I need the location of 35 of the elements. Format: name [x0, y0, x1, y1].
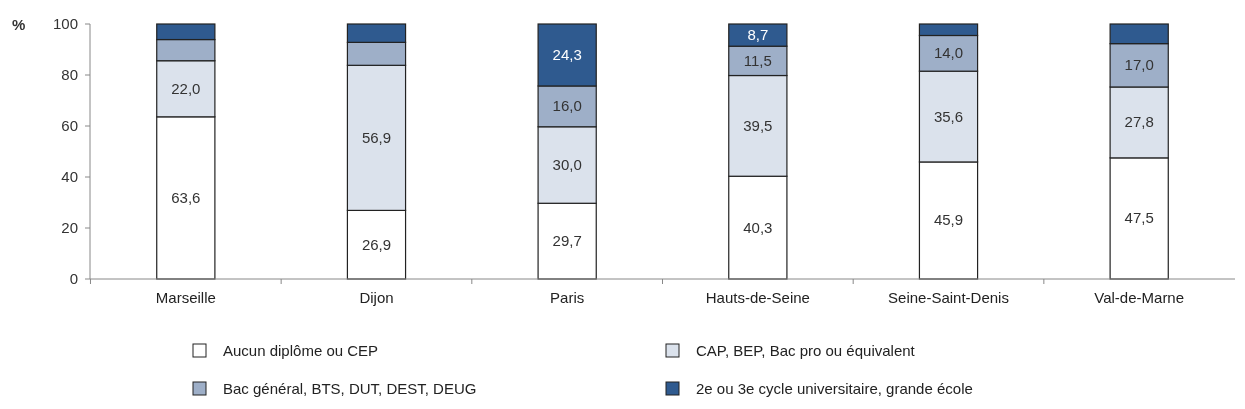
- x-tick-label: Dijon: [359, 289, 394, 306]
- legend-label: CAP, BEP, Bac pro ou équivalent: [696, 342, 916, 359]
- legend-label: Bac général, BTS, DUT, DEST, DEUG: [223, 380, 477, 397]
- data-label: 27,8: [1124, 113, 1154, 131]
- data-label: 47,5: [1124, 209, 1154, 227]
- data-label: 8,7: [747, 26, 769, 44]
- data-label: 56,9: [361, 128, 392, 146]
- y-tick-label: 100: [52, 15, 78, 32]
- data-label: 17,0: [1124, 56, 1154, 74]
- y-tick-label: 80: [61, 66, 78, 83]
- x-tick-label: Val-de-Marne: [1094, 289, 1185, 306]
- data-label: 40,3: [743, 218, 773, 236]
- y-tick-label: 40: [61, 168, 78, 185]
- data-label: 22,0: [171, 79, 201, 97]
- data-label: 16,0: [552, 97, 582, 115]
- x-tick-label: Paris: [550, 289, 585, 306]
- x-tick-label: Hauts-de-Seine: [705, 289, 810, 306]
- data-label: 14,0: [933, 44, 964, 62]
- x-tick-label: Marseille: [155, 289, 216, 306]
- data-label: 30,0: [552, 156, 582, 174]
- data-label: 26,9: [361, 235, 392, 253]
- legend-label: 2e ou 3e cycle universitaire, grande école: [696, 380, 973, 397]
- data-label: 45,9: [933, 211, 964, 229]
- y-axis-title: %: [12, 16, 26, 33]
- y-tick-label: 60: [61, 117, 78, 134]
- x-tick-label: Seine-Saint-Denis: [888, 289, 1009, 306]
- data-label: 11,5: [743, 51, 772, 69]
- y-tick-label: 0: [69, 270, 78, 287]
- data-label: 63,6: [171, 188, 201, 206]
- data-label: 29,7: [552, 232, 582, 250]
- data-label: 35,6: [933, 107, 964, 125]
- legend-label: Aucun diplôme ou CEP: [223, 342, 379, 359]
- data-label: 39,5: [743, 116, 773, 134]
- y-tick-label: 20: [61, 219, 78, 236]
- data-label: 24,3: [552, 45, 582, 63]
